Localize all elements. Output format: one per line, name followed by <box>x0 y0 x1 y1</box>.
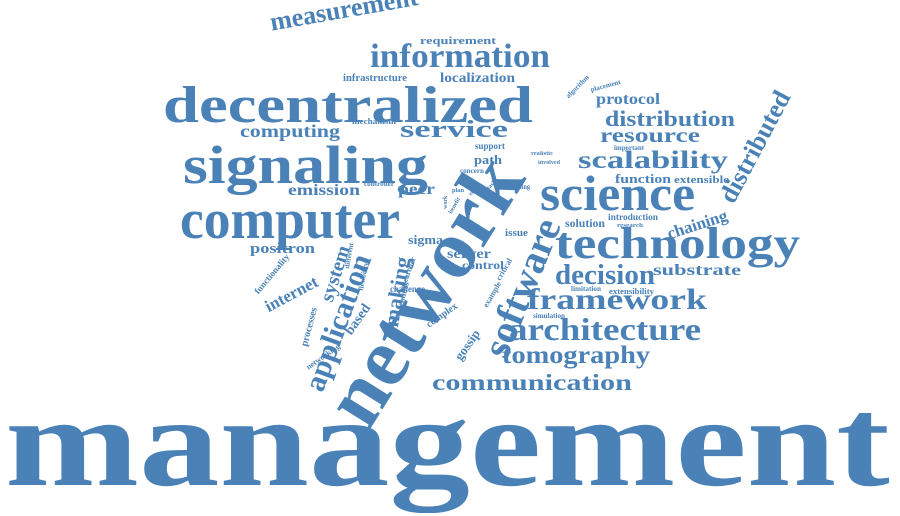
cloud-word-path: path <box>474 152 503 167</box>
cloud-word-measurement: measurement <box>267 0 421 37</box>
cloud-word-science: science <box>540 165 696 221</box>
cloud-word-tomography: tomography <box>502 342 651 369</box>
cloud-word-important: important <box>614 144 645 152</box>
cloud-word-service: service <box>400 117 508 143</box>
cloud-word-decentralized: decentralized <box>163 77 534 134</box>
cloud-word-support: support <box>475 141 505 151</box>
cloud-word-substrate: substrate <box>653 262 741 279</box>
cloud-word-extensible: extensible <box>674 174 730 186</box>
cloud-word-plan: plan <box>452 188 465 194</box>
cloud-word-framework: framework <box>527 283 707 316</box>
cloud-word-realistic: realistic <box>531 151 553 157</box>
cloud-word-peer: peer <box>398 181 435 198</box>
cloud-word-extensibility: extensibility <box>609 287 654 296</box>
cloud-word-challenge: challenge <box>390 284 425 294</box>
cloud-word-mechanism: mechanism <box>352 117 397 126</box>
cloud-word-server: server <box>447 247 491 262</box>
cloud-word-communication: communication <box>432 370 632 395</box>
cloud-word-infrastructure: infrastructure <box>343 73 407 84</box>
cloud-word-algorithm: algorithm <box>564 73 591 100</box>
cloud-word-localization: localization <box>440 71 516 86</box>
cloud-word-sigma: sigma <box>408 232 444 247</box>
cloud-word-positron: positron <box>250 241 316 257</box>
cloud-word-resource: resource <box>600 125 701 147</box>
cloud-word-management: management <box>5 371 890 513</box>
cloud-word-work: work <box>443 195 449 209</box>
cloud-word-protocol: protocol <box>596 91 661 108</box>
cloud-word-computing: computing <box>240 121 340 141</box>
cloud-word-issue: issue <box>505 227 529 239</box>
cloud-word-simulation: simulation <box>533 312 565 320</box>
cloud-word-technology: technology <box>555 219 801 268</box>
cloud-word-research: research <box>617 223 644 229</box>
cloud-word-architecture: architecture <box>509 311 702 347</box>
cloud-word-control: control <box>462 258 504 272</box>
cloud-word-computer: computer <box>180 189 401 251</box>
cloud-word-emission: emission <box>288 182 360 199</box>
cloud-word-building: building <box>508 183 531 191</box>
cloud-word-distribution: distribution <box>605 106 735 131</box>
cloud-word-scalability: scalability <box>578 147 728 174</box>
cloud-word-solution: solution <box>565 216 605 230</box>
cloud-word-decision: decision <box>555 260 656 291</box>
cloud-word-limitation: limitation <box>571 285 601 293</box>
cloud-word-controller: controller <box>364 180 395 188</box>
cloud-word-introduction: introduction <box>608 212 658 222</box>
cloud-word-signaling: signaling <box>183 135 428 195</box>
cloud-word-involved: involved <box>538 160 560 166</box>
cloud-word-function: function <box>615 171 671 186</box>
cloud-word-concern: concern <box>460 167 485 175</box>
cloud-word-requirement: requirement <box>420 35 497 47</box>
cloud-word-information: information <box>370 38 551 75</box>
